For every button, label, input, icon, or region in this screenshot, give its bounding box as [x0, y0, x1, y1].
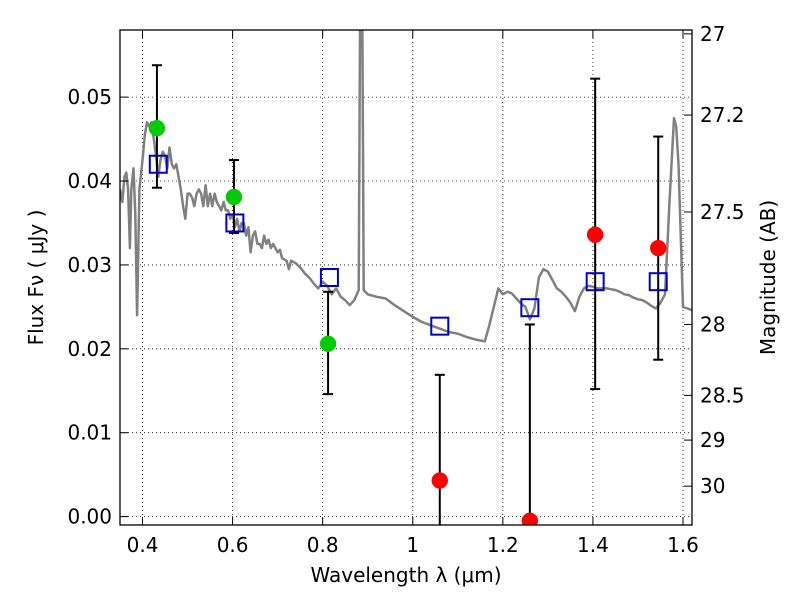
data-layer: [120, 30, 692, 525]
y2-tick-label: 27: [700, 22, 725, 46]
y2-tick-label: 27.5: [700, 200, 745, 224]
y-tick-label: 0.01: [67, 421, 112, 445]
y-tick-label: 0.00: [67, 505, 112, 529]
x-tick-label: 1.4: [577, 533, 609, 557]
model-band-square: [319, 268, 339, 287]
y-axis-title: Flux Fν ( μJy ): [24, 210, 48, 346]
model-band-square: [520, 298, 540, 318]
y2-tick-label: 28.5: [700, 383, 745, 407]
model-band-square: [148, 154, 168, 174]
detection-point: [225, 188, 243, 206]
tick-layer: 0.4 0.6 0.8 1 1.2 1.4 1.6 0.00 0.01 0.02 0.03 0.04 0…: [67, 22, 744, 557]
low-significance-point: [586, 226, 604, 243]
y2-tick-label: 29: [700, 428, 725, 452]
y2-tick-label: 28: [700, 312, 725, 336]
detection-point: [319, 335, 337, 353]
y-tick-label: 0.02: [67, 337, 112, 361]
x-tick-label: 1.2: [487, 533, 519, 557]
x-tick-label: 0.6: [217, 533, 249, 557]
model-band-square: [585, 272, 605, 292]
x-tick-label: 1: [406, 533, 419, 557]
y2-axis-title: Magnitude (AB): [756, 200, 780, 355]
x-tick-label: 1.6: [667, 533, 699, 557]
y2-tick-label: 30: [700, 474, 725, 498]
sed-model-line: [120, 30, 692, 343]
y2-tick-label: 27.2: [700, 103, 745, 127]
low-significance-point: [431, 472, 449, 489]
x-axis-title: Wavelength λ (μm): [310, 563, 501, 587]
model-band-square: [225, 213, 245, 233]
y-tick-label: 0.04: [67, 169, 112, 193]
grid-layer: [120, 30, 692, 525]
y-tick-label: 0.03: [67, 253, 112, 277]
model-band-square: [648, 272, 668, 292]
low-significance-point: [649, 239, 667, 257]
x-tick-label: 0.4: [127, 533, 159, 557]
x-tick-label: 0.8: [307, 533, 339, 557]
detection-point: [148, 119, 166, 137]
model-band-square: [430, 316, 450, 336]
low-significance-point: [521, 512, 539, 525]
plot-frame: [119, 29, 693, 526]
y-tick-label: 0.05: [67, 85, 112, 109]
